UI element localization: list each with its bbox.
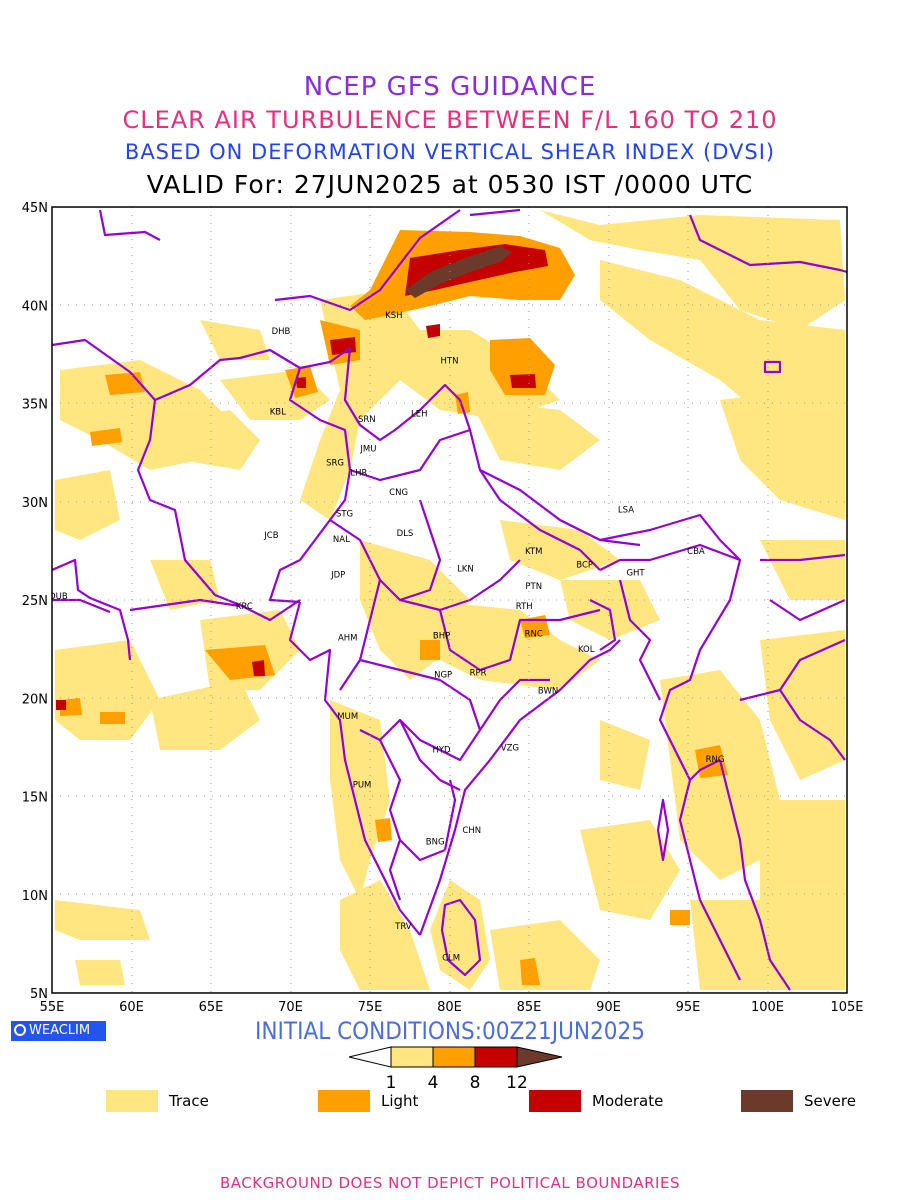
severe-areas [405,246,512,298]
lon-tick-label: 75E [358,1000,383,1015]
initial-conditions: INITIAL CONDITIONS:00Z21JUN2025 [255,1017,645,1045]
footer-disclaimer: BACKGROUND DOES NOT DEPICT POLITICAL BOU… [220,1174,680,1192]
colorbar-tick-1: 1 [386,1073,397,1093]
lon-tick-label: 90E [596,1000,621,1015]
legend-trace-swatch [106,1090,158,1112]
city-label-vzg: VZG [501,743,519,753]
city-label-bwn: BWN [538,686,558,696]
city-label-rpr: RPR [470,669,487,679]
city-label-jcb: JCB [263,531,278,541]
lon-tick-label: 105E [830,1000,863,1015]
colorbar: 1 4 8 12 [348,1046,563,1093]
lat-tick-label: 5N [30,987,48,1002]
city-label-nal: NAL [333,535,350,545]
colorbar-tick-12: 12 [506,1073,528,1093]
city-label-bhp: BHP [433,631,450,641]
city-label-leh: LEH [411,409,428,419]
title-line-2: CLEAR AIR TURBULENCE BETWEEN F/L 160 TO … [122,106,778,134]
city-label-ngp: NGP [434,671,452,681]
city-label-stg: STG [336,510,353,520]
city-label-mum: MUM [337,712,358,722]
weaclim-logo-icon [14,1024,26,1036]
lon-tick-label: 65E [199,1000,224,1015]
city-label-krc: KRC [236,602,253,612]
legend-severe-label: Severe [804,1092,856,1110]
city-label-dls: DLS [397,529,414,539]
city-label-bng: BNG [426,838,445,848]
country-borders [52,208,847,991]
grid-lines [52,207,847,993]
city-label-dub: DUB [49,592,68,602]
lat-tick-label: 10N [22,889,48,904]
lat-tick-label: 25N [22,594,48,609]
city-label-ahm: AHM [338,633,358,643]
map-frame [51,206,848,994]
legend-moderate-swatch [529,1090,581,1112]
city-label-srg: SRG [326,458,344,468]
city-label-lsa: LSA [618,506,634,516]
city-label-ght: GHT [626,568,645,578]
city-label-kbl: KBL [270,407,286,417]
city-label-jmu: JMU [359,445,376,455]
city-label-dhb: DHB [272,327,291,337]
colorbar-moderate [474,1046,518,1068]
city-label-cng: CNG [389,488,408,498]
legend-light-swatch [318,1090,370,1112]
legend-light-label: Light [381,1092,419,1110]
lon-tick-label: 70E [278,1000,303,1015]
legend-trace-label: Trace [169,1092,209,1110]
lon-tick-label: 100E [751,1000,784,1015]
city-label-trv: TRV [394,922,412,932]
city-labels: KSH DHB HTN KBL SRN LEH JMU SRG LHR CNG LSA STG JCB D… [49,311,725,964]
legend-moderate-label: Moderate [592,1092,664,1110]
city-label-lkn: LKN [457,565,474,575]
colorbar-severe [516,1046,563,1068]
lon-tick-label: 55E [40,1000,65,1015]
city-label-lhr: LHR [350,468,367,478]
lon-tick-label: 95E [676,1000,701,1015]
lat-tick-label: 35N [22,398,48,413]
city-label-jdp: JDP [330,570,345,580]
lon-tick-label: 80E [437,1000,462,1015]
trace-areas [55,210,845,990]
city-label-bcp: BCP [576,561,593,571]
city-label-ktm: KTM [525,547,542,557]
weaclim-badge-label: WEACLIM [29,1023,91,1038]
city-label-clm: CLM [442,954,460,964]
lat-tick-label: 45N [22,201,48,216]
city-label-chn: CHN [462,826,481,836]
colorbar-light [432,1046,476,1068]
city-label-rnc: RNC [525,629,543,639]
city-label-srn: SRN [358,415,376,425]
valid-time: VALID For: 27JUN2025 at 0530 IST /0000 U… [146,170,754,199]
colorbar-low-arrow [348,1046,392,1068]
lon-tick-label: 85E [517,1000,542,1015]
lat-tick-label: 20N [22,692,48,707]
weaclim-badge: WEACLIM [11,1021,106,1041]
city-label-pum: PUM [353,781,372,791]
city-label-ptn: PTN [525,582,542,592]
city-label-kol: KOL [578,645,595,655]
city-label-htn: HTN [441,356,459,366]
colorbar-tick-8: 8 [470,1073,481,1093]
city-label-ksh: KSH [385,311,402,321]
legend-severe-swatch [741,1090,793,1112]
city-label-rth: RTH [516,602,533,612]
lon-tick-label: 60E [119,1000,144,1015]
lat-tick-label: 30N [22,496,48,511]
turbulence-map: KSH DHB HTN KBL SRN LEH JMU SRG LHR CNG LSA STG JCB D… [22,201,864,1093]
city-label-hyd: HYD [432,745,451,755]
city-label-rng: RNG [706,755,725,765]
lat-tick-label: 15N [22,791,48,806]
colorbar-tick-4: 4 [428,1073,439,1093]
colorbar-trace [390,1046,434,1068]
city-label-cba: CBA [687,547,705,557]
lat-tick-label: 40N [22,299,48,314]
title-line-3: BASED ON DEFORMATION VERTICAL SHEAR INDE… [124,140,776,164]
title-line-1: NCEP GFS GUIDANCE [303,72,597,102]
